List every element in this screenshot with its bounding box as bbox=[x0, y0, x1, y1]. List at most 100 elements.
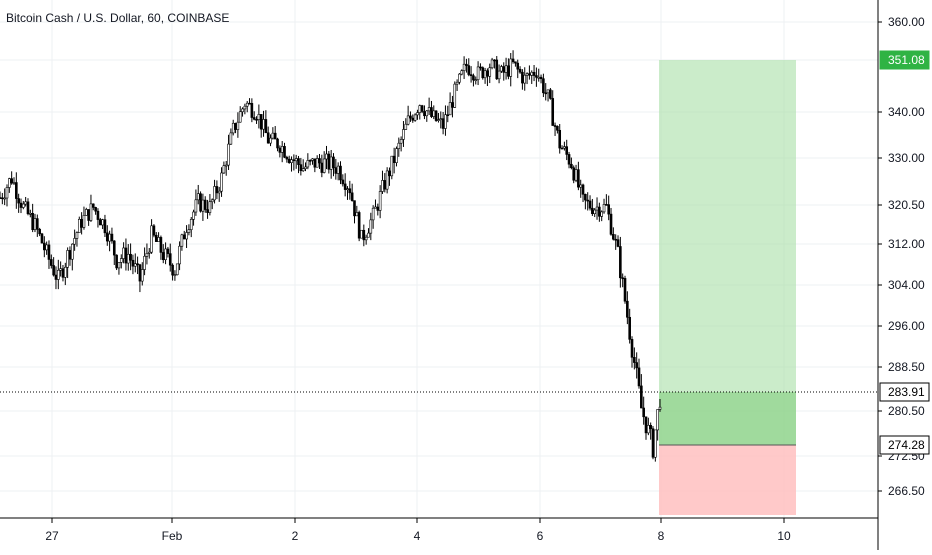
candle-body bbox=[339, 165, 342, 181]
candle-body bbox=[66, 250, 69, 268]
candle-body bbox=[572, 167, 576, 181]
candle-body bbox=[194, 199, 198, 213]
candle-body bbox=[462, 63, 466, 72]
candle-body bbox=[101, 219, 104, 226]
candle-body bbox=[560, 147, 564, 150]
candle-body bbox=[637, 367, 641, 387]
candle-body bbox=[600, 211, 603, 217]
candle-body bbox=[38, 228, 41, 235]
candle-body bbox=[371, 207, 375, 221]
candle-body bbox=[530, 71, 534, 76]
candle-body bbox=[168, 253, 172, 266]
candle-body bbox=[59, 268, 62, 271]
candle-body bbox=[602, 204, 606, 213]
candle-body bbox=[595, 206, 599, 211]
risk-reward-tool[interactable] bbox=[659, 60, 796, 515]
candle-body bbox=[432, 110, 436, 117]
candle-body bbox=[518, 68, 522, 73]
time-tick-label: 10 bbox=[777, 529, 791, 543]
candle-body bbox=[549, 89, 552, 99]
price-tick-label: 360.00 bbox=[888, 15, 925, 29]
candle-body bbox=[50, 259, 53, 266]
candle-body bbox=[588, 200, 592, 209]
candle-body bbox=[381, 180, 384, 192]
price-tick-label: 296.00 bbox=[888, 319, 925, 333]
candle-body bbox=[75, 232, 79, 239]
candle-body bbox=[336, 165, 340, 174]
candle-body bbox=[329, 156, 333, 170]
current-price-badge-text: 283.91 bbox=[888, 385, 925, 399]
candle-body bbox=[152, 225, 156, 236]
candle-body bbox=[402, 129, 405, 140]
candle-body bbox=[318, 158, 321, 164]
candle-body bbox=[516, 62, 520, 70]
candle-body bbox=[308, 160, 312, 162]
candle-body bbox=[539, 76, 543, 80]
candle-body bbox=[397, 142, 401, 149]
candle-body bbox=[36, 218, 39, 230]
candle-body bbox=[416, 112, 419, 116]
candle-body bbox=[199, 193, 202, 212]
candle-body bbox=[418, 105, 422, 113]
candle-body bbox=[140, 269, 144, 282]
price-lines bbox=[0, 0, 879, 550]
candle-body bbox=[133, 263, 137, 267]
candle-body bbox=[430, 107, 433, 117]
candle-body bbox=[437, 119, 440, 121]
candle-body bbox=[154, 234, 158, 242]
candle-body bbox=[220, 172, 223, 192]
candle-body bbox=[495, 59, 499, 80]
candle-body bbox=[320, 162, 324, 173]
candle-body bbox=[409, 115, 412, 119]
candle-body bbox=[94, 207, 97, 212]
candle-body bbox=[61, 268, 65, 278]
entry-price-badge-text: 274.28 bbox=[888, 438, 925, 452]
candle-body bbox=[446, 114, 450, 117]
candle-body bbox=[654, 429, 657, 458]
price-axis[interactable]: 360.00 340.00 330.00 320.50 312.00 304.00 296.… bbox=[878, 15, 930, 498]
candle-body bbox=[112, 240, 116, 256]
candle-body bbox=[465, 63, 468, 66]
candle-body bbox=[80, 218, 83, 228]
candle-body bbox=[493, 59, 496, 62]
candle-body bbox=[658, 406, 662, 410]
candle-body bbox=[647, 425, 650, 434]
candle-body bbox=[523, 74, 527, 84]
candle-body bbox=[322, 158, 326, 173]
candle-body bbox=[196, 193, 200, 201]
candle-body bbox=[343, 183, 347, 190]
candle-body bbox=[250, 103, 254, 118]
candle-body bbox=[605, 204, 608, 206]
loss-zone bbox=[659, 445, 796, 515]
price-tick-label: 312.00 bbox=[888, 237, 925, 251]
candle-body bbox=[5, 187, 9, 199]
candle-body bbox=[1, 197, 4, 200]
candle-body bbox=[563, 146, 566, 149]
candle-body bbox=[350, 192, 354, 201]
candle-body bbox=[448, 102, 452, 116]
candle-body bbox=[399, 139, 403, 144]
price-tick-label: 280.50 bbox=[888, 404, 925, 418]
candle-body bbox=[278, 147, 282, 153]
candle-body bbox=[217, 190, 221, 194]
candle-body bbox=[136, 263, 139, 266]
candle-body bbox=[241, 108, 244, 113]
target-price-badge: 351.08 bbox=[879, 50, 930, 70]
candle-body bbox=[52, 265, 55, 276]
candle-body bbox=[607, 204, 610, 215]
candle-body bbox=[189, 219, 193, 231]
candle-body bbox=[544, 92, 548, 95]
candle-body bbox=[119, 258, 123, 263]
time-axis[interactable]: 27 Feb 2 4 6 8 10 bbox=[45, 518, 791, 543]
candle-body bbox=[481, 67, 485, 79]
candle-body bbox=[26, 201, 30, 215]
candle-body bbox=[138, 264, 142, 282]
candle-body bbox=[255, 118, 258, 121]
candle-body bbox=[367, 232, 370, 238]
candle-body bbox=[206, 209, 209, 213]
candle-body bbox=[628, 316, 631, 340]
candle-body bbox=[651, 428, 655, 458]
candle-body bbox=[175, 263, 179, 276]
